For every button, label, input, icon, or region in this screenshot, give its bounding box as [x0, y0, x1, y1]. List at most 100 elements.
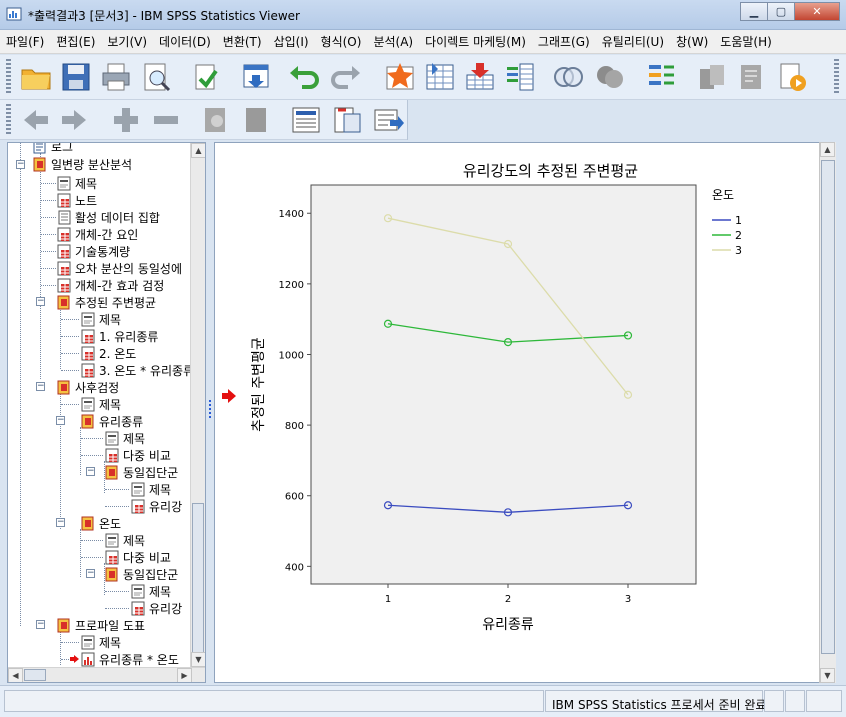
outline-horizontal-scrollbar[interactable]: ◀ ▶ — [8, 667, 205, 682]
outline-scroll-thumb[interactable] — [192, 503, 204, 653]
menu-help[interactable]: 도움말(H) — [720, 35, 772, 49]
content-scroll-up-arrow-icon[interactable]: ▲ — [820, 142, 835, 157]
print-preview-icon[interactable] — [140, 61, 172, 93]
tree-collapse-temp[interactable]: − — [56, 517, 65, 527]
toolbar2-grip[interactable] — [6, 104, 11, 136]
outline-hscroll-thumb[interactable] — [24, 669, 46, 681]
toolbar-grip-end — [834, 59, 839, 95]
menu-direct-marketing[interactable]: 다이렉트 마케팅(M) — [425, 35, 526, 49]
tree-collapse-temp-homog[interactable]: − — [86, 568, 95, 578]
tree-node-glass-homog-table[interactable]: 유리강 — [130, 498, 182, 515]
tree-collapse-posthoc[interactable]: − — [36, 381, 45, 391]
tree-node-title[interactable]: 제목 — [56, 175, 97, 192]
data-point — [503, 338, 513, 347]
goto-case-icon[interactable] — [424, 61, 456, 93]
tree-collapse-anova[interactable]: − — [16, 159, 25, 169]
tree-node-profile-chart[interactable]: 유리종류 * 온도 — [80, 651, 179, 667]
menu-utilities[interactable]: 유틸리티(U) — [601, 35, 665, 49]
tree-node-between-factors[interactable]: 개체-간 요인 — [56, 226, 138, 243]
menu-window[interactable]: 창(W) — [676, 35, 709, 49]
run-script-icon[interactable] — [776, 61, 808, 93]
tree-node-glass-homog-title[interactable]: 제목 — [130, 481, 171, 498]
goto-data-icon[interactable] — [384, 61, 416, 93]
goto-variable-icon[interactable] — [464, 61, 496, 93]
tree-node-temp-homog-table[interactable]: 유리강 — [130, 600, 182, 617]
tree-node-glass-title[interactable]: 제목 — [104, 430, 145, 447]
tree-node-active-dataset[interactable]: 활성 데이터 집합 — [56, 209, 160, 226]
tree-node-label: 사후검정 — [75, 381, 120, 395]
tree-node-emm-interaction[interactable]: 3. 온도 * 유리종류 — [80, 362, 192, 379]
variables-icon[interactable] — [504, 61, 536, 93]
insert-title-icon[interactable] — [332, 104, 364, 136]
split-file-icon[interactable] — [552, 61, 584, 93]
splitter-grip[interactable] — [209, 400, 211, 420]
tree-collapse-profile[interactable]: − — [36, 619, 45, 629]
recall-dialog-icon[interactable] — [240, 61, 272, 93]
title-page-icon — [81, 312, 95, 327]
undo-icon[interactable] — [288, 61, 320, 93]
tree-node-emm-temp[interactable]: 2. 온도 — [80, 345, 136, 362]
tree-node-glass-homog[interactable]: 동일집단군 — [104, 464, 178, 481]
tree-node-emm[interactable]: 추정된 주변평균 — [56, 294, 156, 311]
value-labels-icon[interactable] — [646, 61, 678, 93]
tree-collapse-glass-homog[interactable]: − — [86, 466, 95, 476]
menu-transform[interactable]: 변환(T) — [222, 35, 262, 49]
tree-node-profile[interactable]: 프로파일 도표 — [56, 617, 145, 634]
tree-node-descriptives[interactable]: 기술통계량 — [56, 243, 130, 260]
tree-node-glass-multiple[interactable]: 다중 비교 — [104, 447, 171, 464]
export-icon[interactable] — [190, 61, 222, 93]
menu-analyze[interactable]: 분석(A) — [373, 35, 414, 49]
tree-node-emm-title[interactable]: 제목 — [80, 311, 121, 328]
tree-node-temp-homog-title[interactable]: 제목 — [130, 583, 171, 600]
menu-edit[interactable]: 편집(E) — [56, 35, 96, 49]
profile-plot[interactable]: 유리강도의 추정된 주변평균 400 600 800 1000 1200 1400 1 2 3 유리… — [215, 143, 819, 682]
tree-collapse-glass[interactable]: − — [56, 415, 65, 425]
content-scroll-thumb[interactable] — [821, 160, 835, 654]
status-cell-processor — [545, 690, 763, 712]
tree-node-temp-multiple[interactable]: 다중 비교 — [104, 549, 171, 566]
title-page-icon — [81, 635, 95, 650]
scroll-left-arrow-icon[interactable]: ◀ — [8, 668, 23, 682]
menu-format[interactable]: 형식(O) — [320, 35, 362, 49]
tree-node-temp-title[interactable]: 제목 — [104, 532, 145, 549]
print-icon[interactable] — [100, 61, 132, 93]
insert-text-icon[interactable] — [372, 104, 404, 136]
maximize-button[interactable]: ▢ — [767, 2, 795, 21]
tree-node-tests-between[interactable]: 개체-간 효과 검정 — [56, 277, 164, 294]
tree-node-profile-title[interactable]: 제목 — [80, 634, 121, 651]
content-vertical-scrollbar[interactable]: ▲ ▼ — [819, 142, 836, 683]
pivot-table-icon — [81, 329, 95, 344]
scroll-down-arrow-icon[interactable]: ▼ — [191, 652, 205, 667]
tree-node-temp[interactable]: 온도 — [80, 515, 121, 532]
scroll-up-arrow-icon[interactable]: ▲ — [191, 143, 205, 158]
outline-vertical-scrollbar[interactable]: ▲ ▼ — [190, 143, 205, 667]
status-cell-c — [806, 690, 842, 712]
pivot-table-icon — [57, 278, 71, 293]
tree-node-temp-homog[interactable]: 동일집단군 — [104, 566, 178, 583]
content-scroll-down-arrow-icon[interactable]: ▼ — [820, 668, 835, 683]
menu-insert[interactable]: 삽입(I) — [273, 35, 309, 49]
toolbar-grip[interactable] — [6, 59, 11, 95]
open-folder-icon[interactable] — [20, 61, 52, 93]
tree-node-label: 제목 — [99, 398, 122, 412]
tree-node-posthoc-title[interactable]: 제목 — [80, 396, 121, 413]
tree-node-emm-glass[interactable]: 1. 유리종류 — [80, 328, 158, 345]
tree-node-log[interactable]: 로그 — [32, 143, 73, 155]
tree-node-glass[interactable]: 유리종류 — [80, 413, 143, 430]
close-button[interactable]: ✕ — [794, 2, 840, 21]
minimize-button[interactable]: ▁ — [740, 2, 768, 21]
tree-node-posthoc[interactable]: 사후검정 — [56, 379, 119, 396]
insert-heading-icon[interactable] — [290, 104, 322, 136]
tree-node-levene[interactable]: 오차 분산의 동일성에 — [56, 260, 182, 277]
menu-view[interactable]: 보기(V) — [107, 35, 148, 49]
tree-node-anova[interactable]: 일변량 분산분석 — [32, 156, 132, 173]
menu-file[interactable]: 파일(F) — [6, 35, 45, 49]
tree-node-notes[interactable]: 노트 — [56, 192, 97, 209]
tree-node-label: 제목 — [99, 636, 122, 650]
pane-splitter[interactable] — [206, 142, 214, 683]
menu-graphs[interactable]: 그래프(G) — [537, 35, 590, 49]
scroll-right-arrow-icon[interactable]: ▶ — [177, 668, 192, 682]
tree-collapse-emm[interactable]: − — [36, 296, 45, 306]
save-icon[interactable] — [60, 61, 92, 93]
menu-data[interactable]: 데이터(D) — [159, 35, 211, 49]
